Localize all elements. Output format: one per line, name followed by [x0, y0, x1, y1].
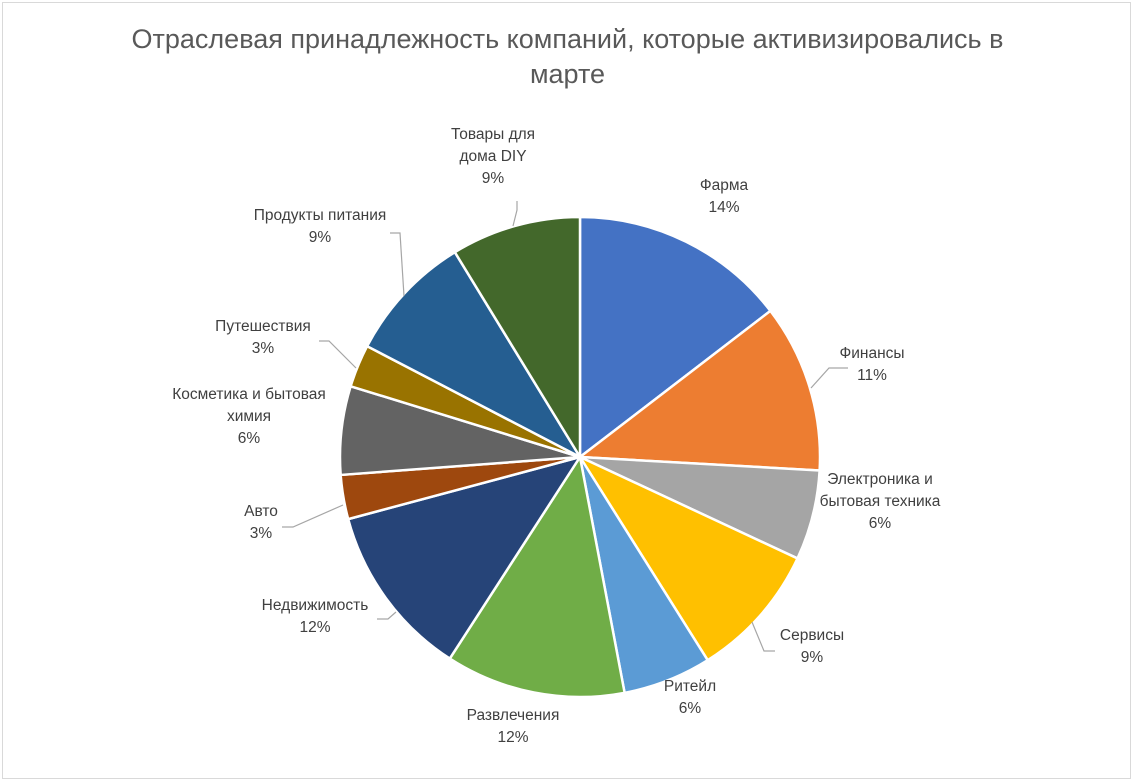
chart-title: Отраслевая принадлежность компаний, кото… — [0, 22, 1135, 92]
pie-slice-сервисы — [578, 455, 799, 662]
slice-name-label: Электроника и — [827, 471, 933, 488]
leader-line-продукты-питания — [390, 232, 405, 297]
pie-slice-финансы — [578, 309, 822, 472]
slice-label-недвижимость: Недвижимость 12% — [262, 597, 369, 636]
slice-name-label: Косметика и бытовая — [172, 386, 326, 403]
slice-percent-label: 14% — [708, 199, 739, 216]
slice-percent-label: 6% — [869, 515, 892, 532]
slice-percent-label: 6% — [679, 700, 702, 717]
slice-percent-label: 11% — [857, 367, 887, 384]
slice-percent-label: 6% — [238, 430, 261, 447]
leader-line-недвижимость — [377, 611, 397, 620]
slice-label-сервисы: Сервисы 9% — [780, 627, 844, 666]
chart-title-line-2: марте — [529, 59, 606, 89]
slice-label-развлечения: Развлечения 12% — [467, 707, 560, 746]
slice-name-label: Ритейл — [664, 678, 716, 695]
pie-slice-фарма — [578, 215, 772, 459]
leader-line-путешествия — [319, 340, 357, 369]
pie-slice-развлечения — [448, 455, 626, 699]
leader-line-финансы — [810, 367, 848, 389]
slice-name-label: Недвижимость — [262, 597, 369, 614]
slice-label-путешествия: Путешествия 3% — [215, 318, 311, 357]
pie-slice-продукты-питания — [365, 250, 582, 459]
slice-label-косметика-и-бытовая-химия: Косметика и бытовая химия 6% — [172, 386, 326, 447]
slice-name-label: химия — [227, 408, 271, 425]
slice-name-label: Путешествия — [215, 318, 311, 335]
pie-slices — [338, 215, 822, 699]
slice-percent-label: 12% — [299, 619, 330, 636]
slice-label-ритейл: Ритейл 6% — [664, 678, 716, 717]
slice-percent-label: 9% — [309, 229, 332, 246]
chart-title-line-1: Отраслевая принадлежность компаний, кото… — [131, 24, 1004, 54]
slice-percent-label: 9% — [801, 649, 824, 666]
slice-name-label: Развлечения — [467, 707, 560, 724]
leader-lines — [282, 201, 848, 652]
slice-name-label: Фарма — [700, 177, 749, 194]
leader-line-товары-для-дома-diy — [512, 201, 518, 227]
slice-percent-label: 9% — [482, 170, 505, 187]
slice-name-label: Товары для — [451, 126, 535, 143]
slice-label-электроника-и-бытовая-техника: Электроника и бытовая техника 6% — [820, 471, 941, 532]
slice-name-label: бытовая техника — [820, 493, 941, 510]
slice-label-товары-для-дома-diy: Товары для дома DIY 9% — [451, 126, 535, 187]
slice-name-label: дома DIY — [459, 148, 526, 165]
leader-line-сервисы — [751, 621, 775, 652]
slice-percent-label: 3% — [252, 340, 275, 357]
slice-name-label: Авто — [244, 503, 278, 520]
slice-percent-label: 12% — [497, 729, 528, 746]
slice-label-продукты-питания: Продукты питания 9% — [254, 207, 387, 246]
slice-label-финансы: Финансы 11% — [839, 345, 904, 384]
slice-label-авто: Авто 3% — [244, 503, 278, 542]
slice-name-label: Сервисы — [780, 627, 844, 644]
slice-name-label: Продукты питания — [254, 207, 387, 224]
slice-labels: Фарма 14% Финансы 11% Электроника и бытовая т… — [172, 126, 941, 746]
slice-percent-label: 3% — [250, 525, 273, 542]
slice-name-label: Финансы — [839, 345, 904, 362]
leader-line-авто — [282, 504, 344, 528]
pie-slice-товары-для-дома-diy — [453, 215, 582, 459]
pie-slice-недвижимость — [346, 455, 582, 660]
slice-label-фарма: Фарма 14% — [700, 177, 749, 216]
